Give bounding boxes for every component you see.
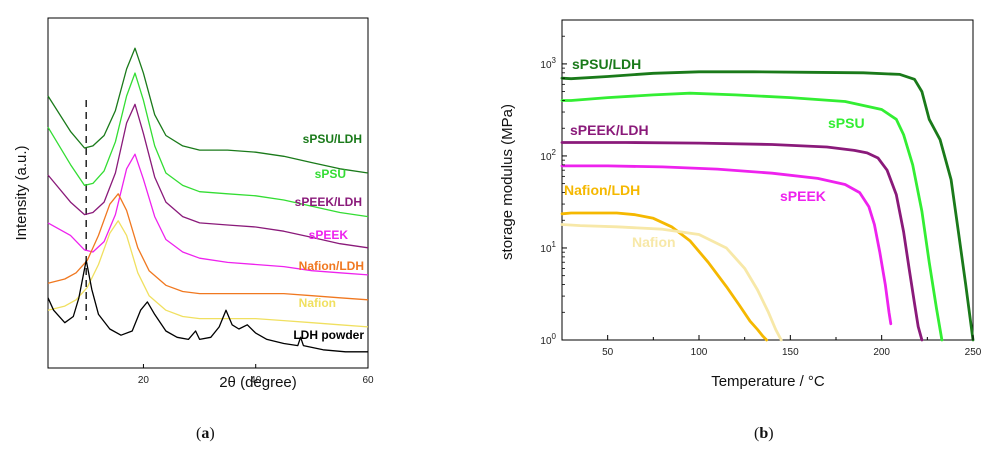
label-speek: sPEEK [309,228,349,242]
panel-b-x-axis-label: Temperature / °C [711,373,825,390]
x-tick-label-100: 100 [691,347,708,358]
xrd-line-speek [47,153,369,276]
x-tick-label-40: 40 [250,375,262,386]
x-tick-label-20: 20 [138,375,150,386]
label-speek-ldh: sPEEK/LDH [295,195,362,209]
xrd-line-spsu [47,72,369,218]
xrd-line-speek-ldh [47,103,369,249]
label-b-spsu: sPSU [828,115,865,131]
caption-b: (b) [754,425,774,442]
label-spsu-ldh: sPSU/LDH [303,132,362,146]
x-tick-label-60: 60 [362,375,374,386]
y-tick-exponent-1: 1 [552,240,557,249]
modulus-line-speek [560,164,893,326]
caption-b-letter: b [759,425,769,442]
x-tick-label-50: 50 [602,347,614,358]
label-b-speek: sPEEK [780,188,826,204]
panel-a-x-axis-label: 2θ (degree) [219,374,297,391]
panel-b-y-axis-label: storage modulus (MPa) [499,104,516,260]
label-spsu: sPSU [315,167,346,181]
panel-b-curves [560,70,975,342]
label-nafion: Nafion [299,296,336,310]
xrd-line-nafion [47,220,369,328]
label-b-nafion-ldh: Nafion/LDH [564,182,640,198]
modulus-line-spsu [560,91,944,342]
x-tick-label-150: 150 [782,347,799,358]
caption-a: (a) [196,425,215,442]
caption-a-letter: a [201,425,210,442]
xrd-line-spsu-ldh [47,47,369,174]
xrd-line-nafion-ldh [47,193,369,301]
label-nafion-ldh: Nafion/LDH [299,259,364,273]
y-tick-exponent-0: 0 [552,332,557,341]
modulus-line-nafion-ldh [560,211,768,342]
modulus-line-speek-ldh [560,141,924,342]
y-tick-label-3: 103 [540,56,556,71]
label-b-spsu-ldh: sPSU/LDH [572,56,641,72]
label-b-nafion: Nafion [632,234,676,250]
y-tick-exponent-2: 2 [552,148,557,157]
y-tick-exponent-3: 3 [552,56,557,65]
panel-a-y-axis-label: Intensity (a.u.) [13,145,30,240]
panel-a-xrd-chart: 20 40 60 Intensity (a.u.) 2θ (degree) sPSU… [13,17,374,391]
panel-b-x-ticks: 50 100 150 200 250 [602,335,982,358]
modulus-line-spsu-ldh [560,70,975,342]
y-tick-label-1: 101 [540,240,556,255]
y-tick-label-0: 100 [540,332,556,347]
x-tick-label-250: 250 [965,347,982,358]
xrd-line-ldh-powder [47,259,368,353]
y-tick-label-2: 102 [540,148,556,163]
panel-a-plot-frame [47,17,369,369]
label-ldh-powder: LDH powder [293,328,364,342]
panel-a-curves [47,47,369,353]
panel-a-x-ticks: 20 40 60 [138,364,374,386]
modulus-line-nafion [560,223,783,342]
x-tick-label-200: 200 [873,347,890,358]
label-b-speek-ldh: sPEEK/LDH [570,122,649,138]
